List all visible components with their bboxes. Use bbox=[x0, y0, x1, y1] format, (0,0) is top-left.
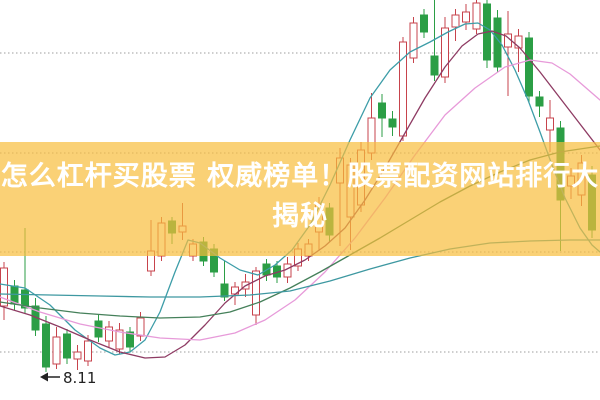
candle-body bbox=[451, 14, 460, 28]
candlestick-up bbox=[252, 267, 260, 325]
candlestick-up bbox=[84, 335, 92, 366]
candle-body bbox=[535, 96, 544, 107]
candlestick-up bbox=[514, 29, 523, 72]
candlestick-down bbox=[535, 91, 544, 117]
candle-body bbox=[462, 11, 470, 23]
ad-banner[interactable]: 怎么杠杆买股票 权威榜单！股票配资网站排行大 揭秘 bbox=[0, 142, 600, 256]
candlestick-up bbox=[399, 37, 407, 141]
candlestick-down bbox=[378, 94, 386, 137]
candlestick-down bbox=[220, 261, 229, 301]
candlestick-down bbox=[126, 327, 134, 352]
candle-body bbox=[378, 102, 386, 119]
candlestick-up bbox=[105, 321, 113, 347]
candle-body bbox=[525, 37, 533, 97]
candlestick-down bbox=[483, 0, 491, 68]
low-arrow-head bbox=[40, 372, 48, 382]
candlestick-up bbox=[409, 17, 418, 63]
candle-body bbox=[126, 331, 134, 348]
candle-body bbox=[0, 267, 8, 307]
candlestick-down bbox=[493, 10, 502, 72]
candle-body bbox=[472, 2, 481, 30]
candlestick-down bbox=[63, 329, 71, 364]
candlestick-up bbox=[0, 262, 8, 320]
low-price-label: 8.11 bbox=[63, 369, 96, 387]
candle-body bbox=[52, 336, 61, 365]
candlestick-down bbox=[420, 9, 428, 38]
candlestick-down bbox=[430, 0, 439, 81]
candle-body bbox=[21, 289, 29, 309]
candlestick-up bbox=[73, 345, 82, 370]
candle-body bbox=[136, 317, 145, 337]
candlestick-up bbox=[472, 0, 481, 34]
candlestick-up bbox=[231, 282, 239, 305]
candle-body bbox=[430, 55, 439, 76]
candlestick-down bbox=[10, 280, 19, 310]
candle-body bbox=[42, 323, 50, 368]
candlestick-up bbox=[52, 327, 61, 369]
candle-body bbox=[73, 351, 82, 360]
candlestick-up bbox=[462, 4, 470, 30]
candlestick-down bbox=[42, 316, 50, 372]
candlestick-up bbox=[504, 11, 512, 96]
candle-body bbox=[84, 340, 92, 362]
ad-banner-line2: 揭秘 bbox=[272, 201, 328, 232]
candlestick-up bbox=[115, 323, 124, 354]
candle-body bbox=[388, 118, 397, 128]
candle-body bbox=[105, 326, 113, 342]
candle-body bbox=[252, 270, 260, 316]
candlestick-down bbox=[388, 111, 397, 136]
candle-body bbox=[94, 320, 103, 338]
candle-body bbox=[220, 283, 229, 298]
candle-body bbox=[63, 333, 71, 359]
low-price-annotation: 8.11 bbox=[40, 369, 96, 387]
candle-body bbox=[409, 22, 418, 59]
candlestick-down bbox=[525, 32, 533, 102]
candle-body bbox=[514, 35, 523, 49]
candle-body bbox=[441, 27, 449, 78]
ad-banner-line1: 怎么杠杆买股票 权威榜单！股票配资网站排行大 bbox=[0, 161, 600, 192]
candle-body bbox=[420, 14, 428, 33]
candle-body bbox=[493, 17, 502, 68]
candlestick-up bbox=[441, 17, 449, 83]
candle-body bbox=[546, 117, 554, 131]
candlestick-up bbox=[451, 9, 460, 41]
candle-body bbox=[115, 329, 124, 350]
